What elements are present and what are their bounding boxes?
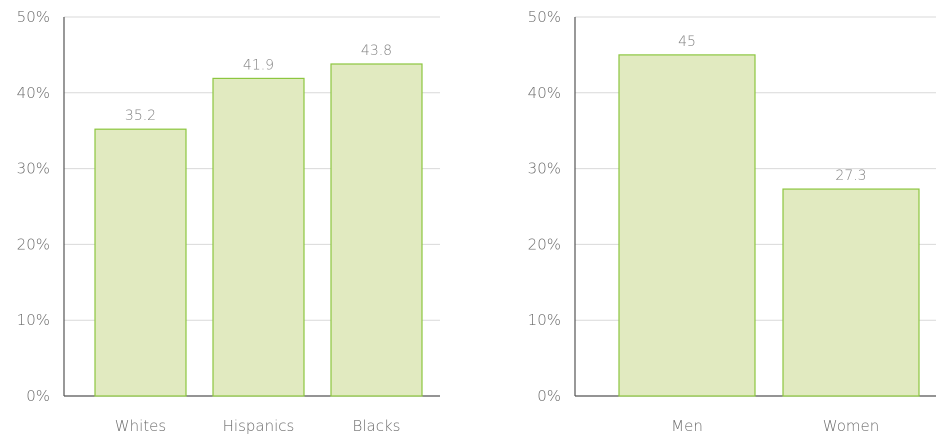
chart-gender: 0% 10% 20% 30% 40% 50% 45 Men 27.3 Women bbox=[528, 8, 936, 435]
y-tick-label: 40% bbox=[528, 84, 561, 102]
y-tick-label: 0% bbox=[26, 387, 50, 405]
y-tick-label: 50% bbox=[17, 8, 50, 26]
y-tick-label: 20% bbox=[17, 235, 50, 253]
category-label: Men bbox=[671, 417, 703, 435]
bar-whites bbox=[94, 128, 187, 397]
y-tick-label: 50% bbox=[528, 8, 561, 26]
bar-women bbox=[782, 188, 920, 397]
y-tick-label: 10% bbox=[17, 311, 50, 329]
data-label: 41.9 bbox=[243, 57, 274, 73]
data-label: 45 bbox=[678, 34, 696, 50]
category-label: Women bbox=[823, 417, 879, 435]
y-tick-label: 40% bbox=[17, 84, 50, 102]
y-tick-label: 10% bbox=[528, 311, 561, 329]
bar-blacks bbox=[330, 63, 423, 397]
data-label: 35.2 bbox=[125, 108, 156, 124]
category-label: Whites bbox=[115, 417, 166, 435]
y-tick-label: 30% bbox=[528, 160, 561, 178]
chart-race: 0% 10% 20% 30% 40% 50% 35.2 Whites 41.9 Hispanics… bbox=[17, 8, 440, 435]
bar-hispanics bbox=[212, 77, 305, 397]
y-tick-label: 30% bbox=[17, 160, 50, 178]
y-tick-label: 20% bbox=[528, 235, 561, 253]
data-label: 27.3 bbox=[835, 168, 866, 184]
data-label: 43.8 bbox=[361, 43, 392, 59]
category-label: Blacks bbox=[353, 417, 401, 435]
y-tick-label: 0% bbox=[537, 387, 561, 405]
category-label: Hispanics bbox=[223, 417, 295, 435]
bar-men bbox=[618, 54, 756, 397]
